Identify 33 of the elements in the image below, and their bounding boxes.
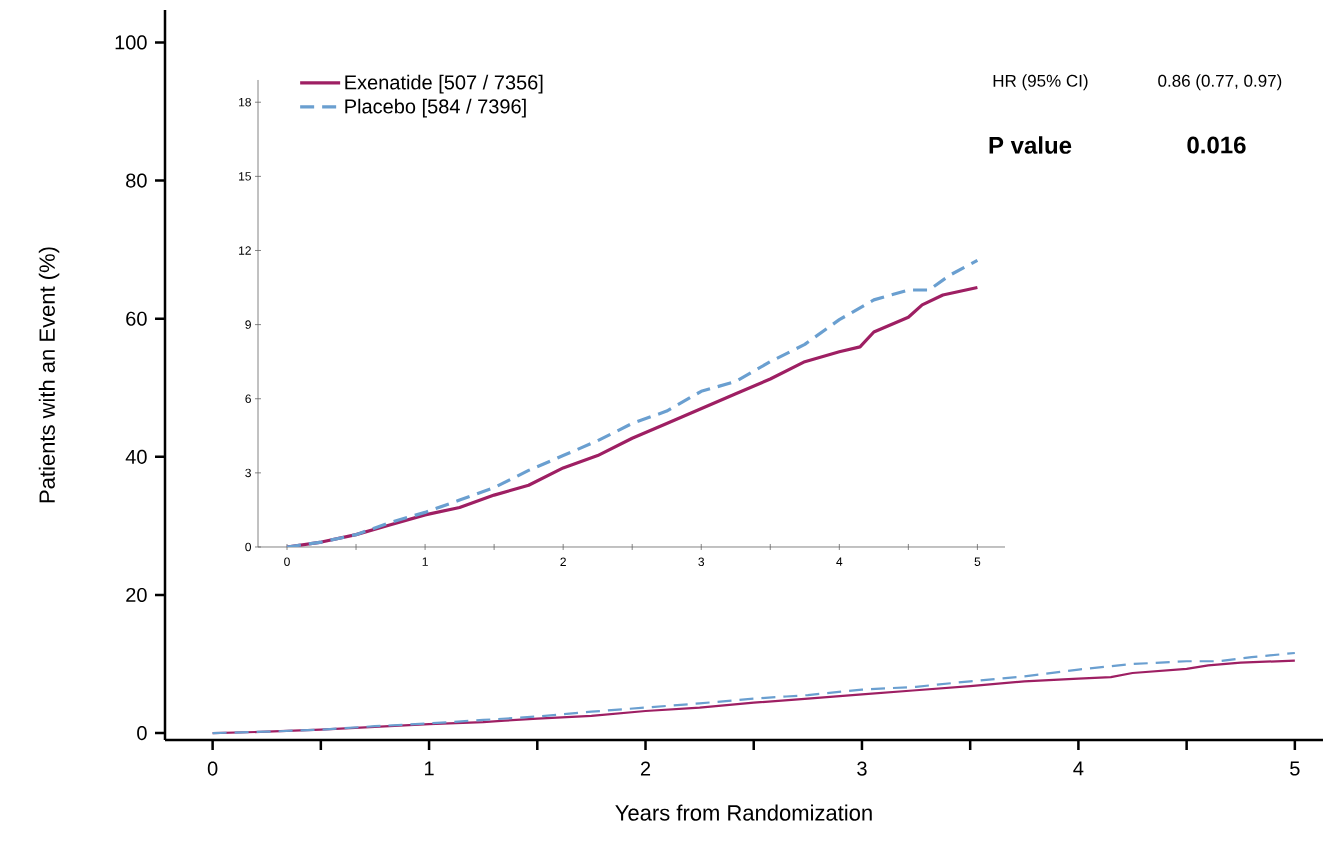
x-tick-label: 3: [698, 557, 705, 567]
x-tick-label: 0: [284, 557, 290, 567]
x-tick-label: 5: [1290, 761, 1300, 776]
y-tick-label: 9: [245, 320, 251, 329]
y-tick-label: 3: [245, 468, 251, 478]
x-tick-label: 3: [857, 761, 867, 776]
y-tick-label: 18: [239, 97, 251, 107]
y-tick-label: 100: [115, 35, 147, 50]
x-axis-title: Years from Randomization: [615, 804, 872, 821]
x-tick-label: 2: [640, 761, 651, 776]
y-tick-label: 40: [125, 449, 147, 464]
annotation: 0.86 (0.77, 0.97): [1158, 74, 1282, 91]
y-tick-label: 60: [126, 311, 147, 326]
x-tick-label: 1: [425, 761, 434, 776]
annotation: 0.016: [1187, 136, 1246, 154]
y-tick-label: 0: [245, 542, 252, 552]
legend-label: Exenatide [507 / 7356]: [345, 74, 543, 94]
x-tick-label: 5: [974, 557, 981, 566]
y-tick-label: 0: [137, 726, 147, 741]
y-tick-label: 15: [239, 172, 251, 181]
x-tick-label: 4: [1073, 761, 1084, 776]
x-tick-label: 2: [560, 557, 566, 566]
y-tick-label: 6: [245, 394, 251, 403]
annotation: HR (95% CI): [993, 74, 1088, 91]
x-tick-label: 4: [836, 557, 843, 566]
annotation: P value: [989, 136, 1072, 154]
legend-label: Placebo [584 / 7396]: [345, 98, 526, 118]
x-tick-label: 1: [422, 557, 428, 566]
x-tick-label: 0: [207, 761, 218, 776]
y-tick-label: 12: [239, 246, 251, 255]
y-tick-label: 80: [126, 173, 147, 188]
y-axis-title: Patients with an Event (%): [38, 247, 60, 503]
y-tick-label: 20: [126, 587, 147, 603]
